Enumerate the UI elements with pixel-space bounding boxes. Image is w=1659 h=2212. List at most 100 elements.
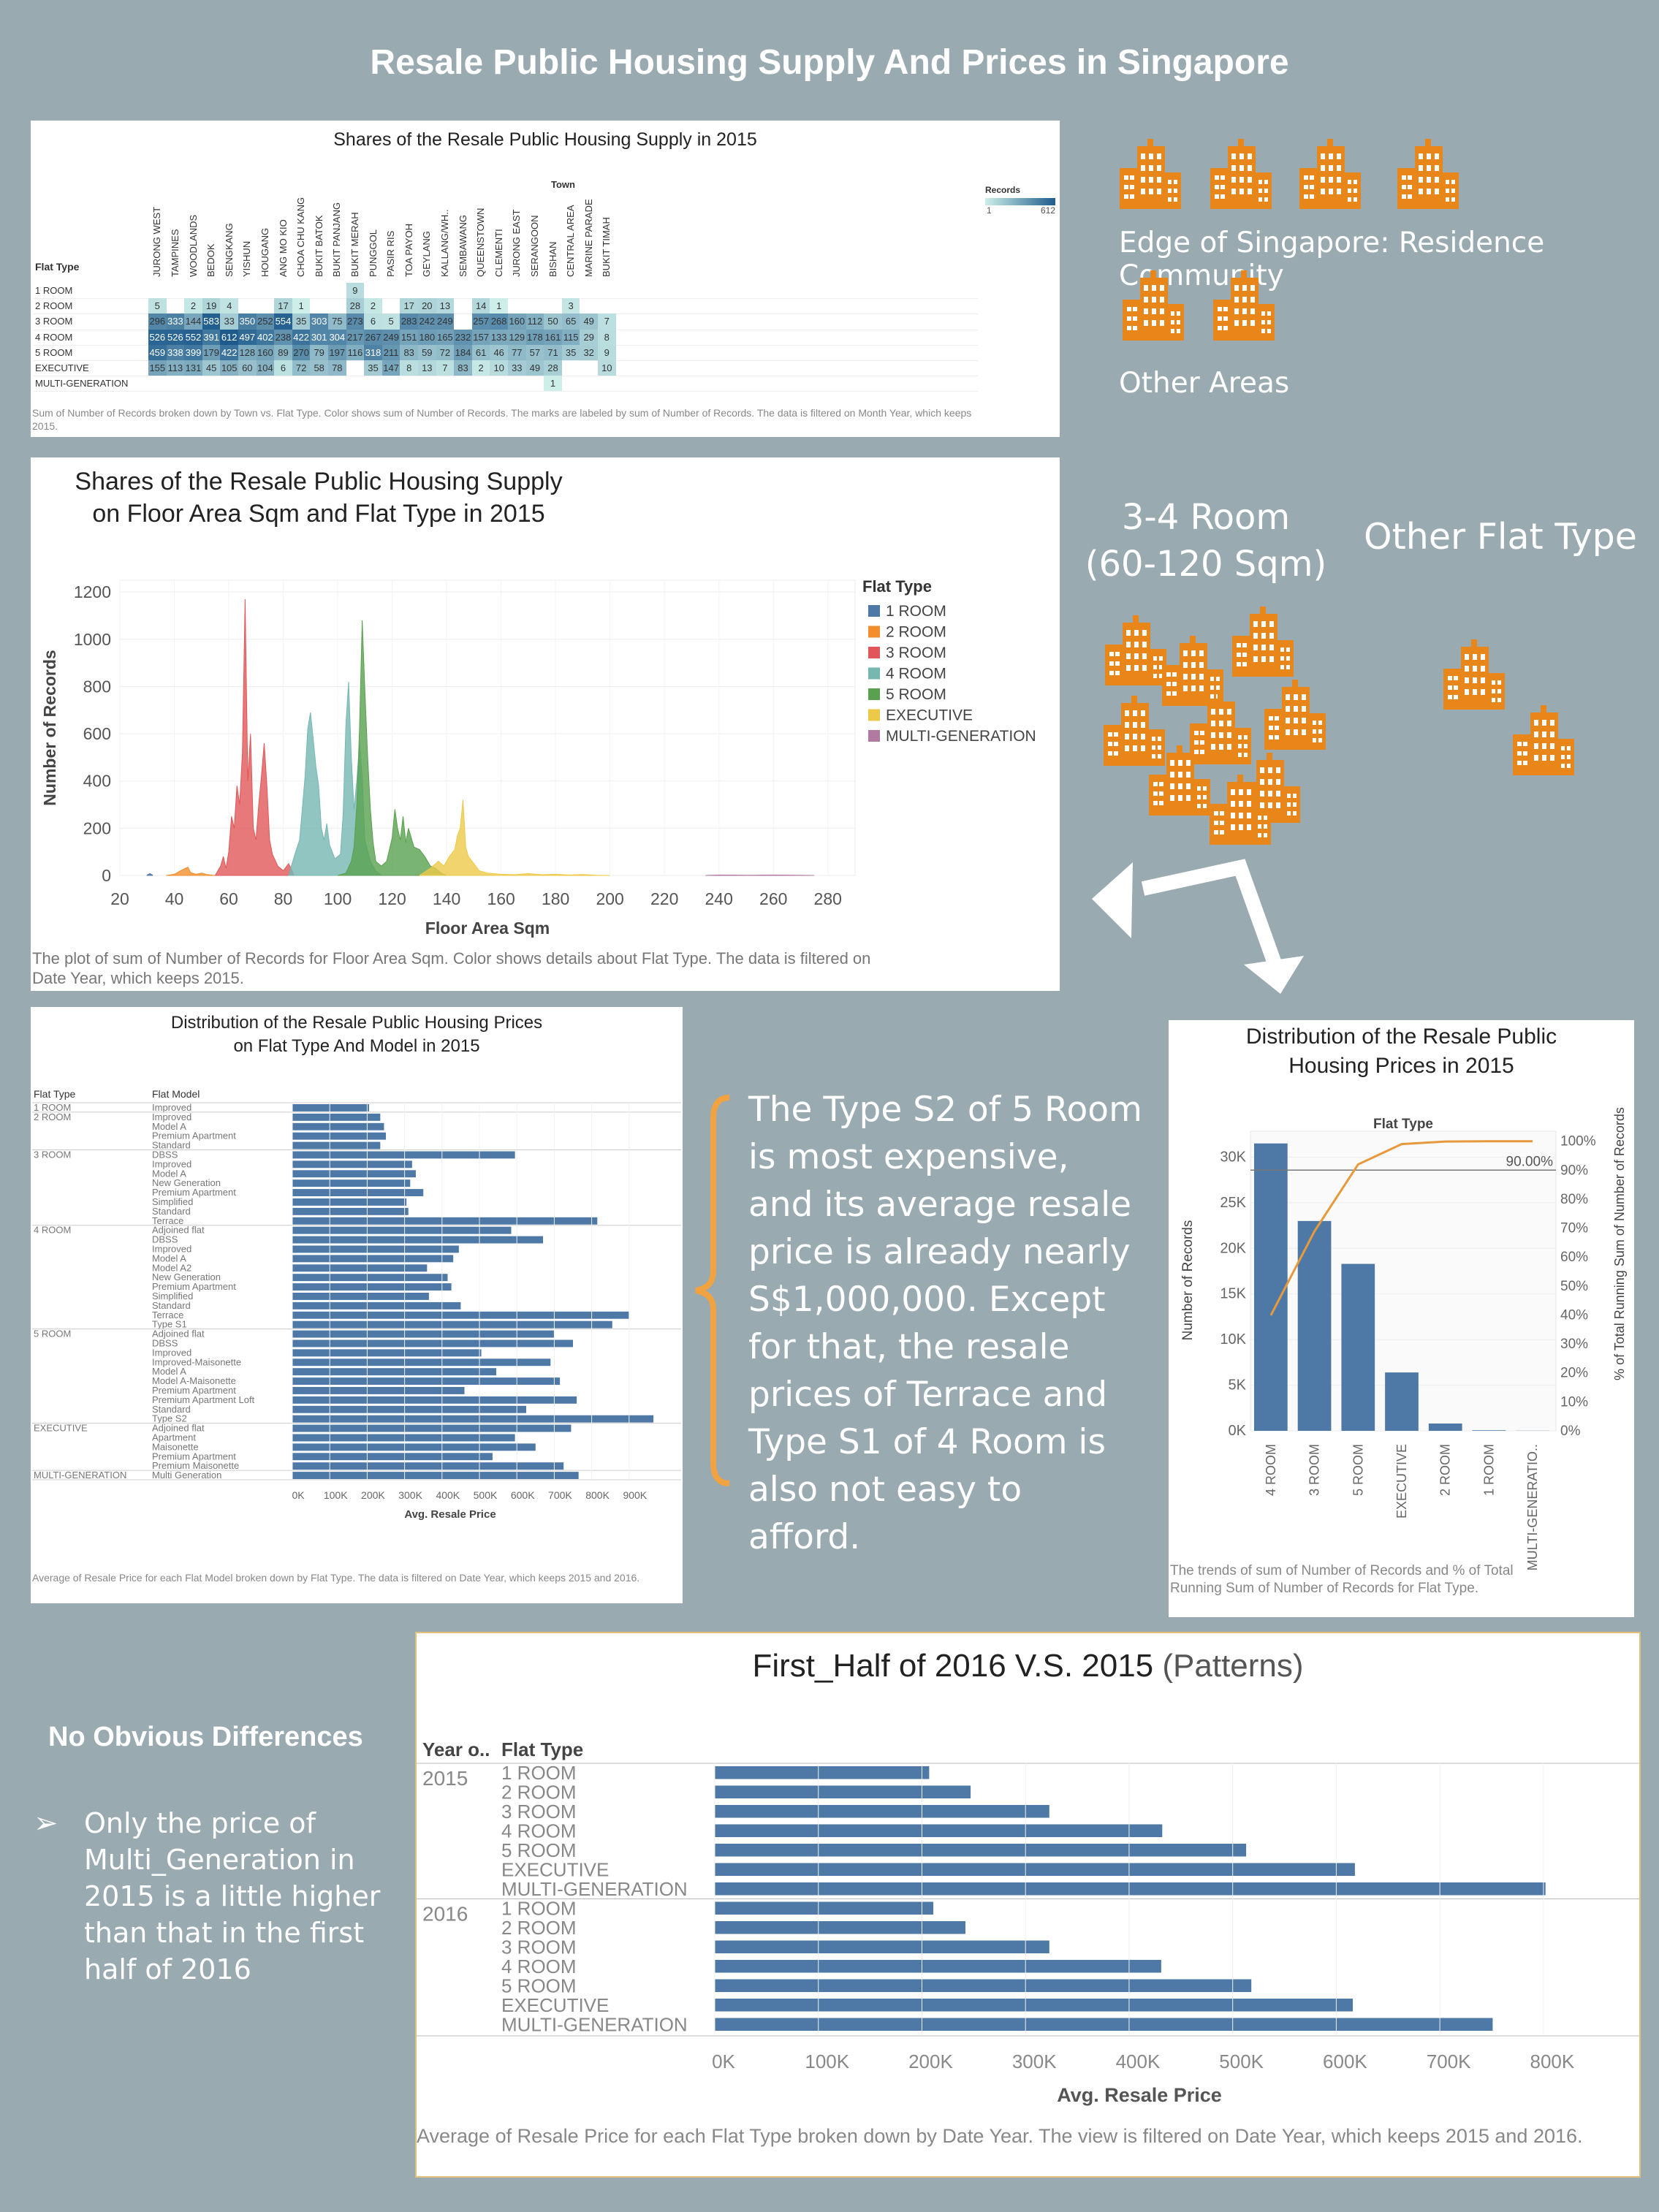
heatmap-cell: 391 [202,329,221,345]
heatmap-legend-gradient [985,198,1055,205]
heatmap-row-label: 5 ROOM [35,346,73,358]
heatmap-col-label: KALLANG/WH.. [439,209,450,277]
heatmap-cell: 422 [292,329,311,345]
area-series [146,873,153,876]
fm-xtick: 400K [436,1489,460,1501]
fm-row-label: Premium Apartment [152,1451,236,1462]
area-xtick: 60 [219,889,238,908]
heatmap-col-label: CHOA CHU KANG [295,197,307,277]
area-legend-label: 3 ROOM [886,645,946,661]
fm-row-label: Premium Apartment [152,1187,236,1198]
heatmap-cell: 13 [436,298,455,314]
building-icon [1123,270,1184,341]
fm-row-label: Type S2 [152,1413,187,1424]
fm-row-label: Model A-Maisonette [152,1375,236,1386]
fm-bar [292,1141,381,1149]
heatmap-cell: 71 [544,344,562,360]
fm-bar [292,1170,416,1178]
area-series [337,620,447,876]
fm-row-label: Apartment [152,1432,196,1443]
area-xtick: 280 [814,889,842,908]
fm-group-label: 3 ROOM [34,1149,71,1160]
yc-xlabel: Avg. Resale Price [1057,2084,1222,2106]
fm-row-label: Terrace [152,1215,183,1226]
heatmap-cell: 8 [400,360,418,376]
fm-row-label: DBSS [152,1338,178,1349]
fm-bar [292,1368,497,1376]
heatmap-cell: 238 [274,329,292,345]
area-legend-label: 5 ROOM [886,686,946,703]
pareto-ytick: 0K [1229,1423,1247,1439]
heatmap-cell: 115 [561,329,580,345]
yc-row-label: 1 ROOM [501,1762,577,1784]
area-legend-swatch [868,709,880,721]
fm-bar [292,1160,412,1168]
building-icon [1213,270,1275,341]
area-legend-swatch [868,667,880,680]
fm-bar [292,1443,536,1451]
fm-row-label: Improved [152,1244,191,1255]
area-ytick: 1200 [74,582,111,601]
yc-bar [715,1824,1163,1837]
building-icon [1210,775,1271,845]
heatmap-cell: 184 [454,344,472,360]
heatmap-row-label: 3 ROOM [35,316,73,327]
heatmap-cell: 49 [525,360,544,376]
heatmap-cell: 144 [184,313,202,330]
yc-bar [715,1766,930,1779]
heatmap-col-label: JURONG WEST [151,206,163,277]
fm-xtick: 900K [623,1489,647,1501]
yc-row-label: 1 ROOM [501,1898,577,1920]
year-compare-title-suffix: (Patterns) [1162,1648,1304,1684]
heatmap-cell: 58 [310,360,328,376]
other-areas-label: Other Areas [1119,367,1290,400]
heatmap-row-label: 1 ROOM [35,285,73,296]
fm-bar [292,1217,598,1225]
fm-bar [292,1301,461,1310]
heatmap-col-label: BEDOK [205,243,217,277]
heatmap-cell: 2 [471,360,490,376]
heatmap-cell: 35 [561,344,580,360]
fm-row-label: DBSS [152,1234,178,1245]
fm-bar [292,1198,407,1206]
heatmap-cell: 270 [292,344,311,360]
area-legend-label: MULTI-GENERATION [886,728,1036,745]
heatmap-cell: 612 [220,329,238,345]
flat-model-chart: Flat Type Flat Model 1 ROOM Improved 2 ROOM I… [32,1088,681,1521]
heatmap-cell: 161 [544,329,562,345]
heatmap-cell: 583 [202,313,221,330]
heatmap-cell: 296 [148,313,167,330]
pareto-bar [1472,1430,1506,1431]
heatmap-panel: Shares of the Resale Public Housing Supp… [31,121,1060,437]
area-legend-swatch [868,647,880,658]
flat-model-note: Average of Resale Price for each Flat Mo… [32,1572,640,1584]
area-xlabel: Floor Area Sqm [425,919,550,938]
room-group-line1: 3-4 Room [1121,497,1291,538]
yc-row-label: 2 ROOM [501,1917,577,1939]
fm-row-label: Premium Apartment [152,1281,236,1292]
yc-bar [715,1844,1247,1857]
fm-row-label: Standard [152,1300,191,1311]
pareto-xtick: EXECUTIVE [1394,1444,1409,1519]
yc-bar [715,1882,1546,1896]
yc-bar [715,1805,1049,1818]
fm-bar [292,1274,448,1282]
flat-model-title-line1: Distribution of the Resale Public Housin… [170,1013,543,1033]
heatmap-cell: 65 [561,313,580,330]
heatmap-cell: 20 [418,298,436,314]
fm-bar [292,1424,572,1432]
yc-bar [715,1960,1161,1973]
year-compare-note: Average of Resale Price for each Flat Ty… [417,2125,1583,2147]
fm-row-label: Multi Generation [152,1470,221,1481]
yc-group-label: 2015 [422,1767,468,1790]
heatmap-cell: 283 [400,313,418,330]
yc-row-label: MULTI-GENERATION [501,1878,688,1900]
pareto-title-line1: Distribution of the Resale Public [1245,1025,1557,1049]
fm-bar [292,1189,424,1196]
heatmap-cell: 5 [148,298,167,314]
no-diff-bullet-icon: ➢ [34,1807,58,1839]
heatmap-cell: 165 [436,329,455,345]
pareto-bar [1385,1372,1419,1431]
fm-bar [292,1113,381,1121]
heatmap-cell: 399 [184,344,202,360]
